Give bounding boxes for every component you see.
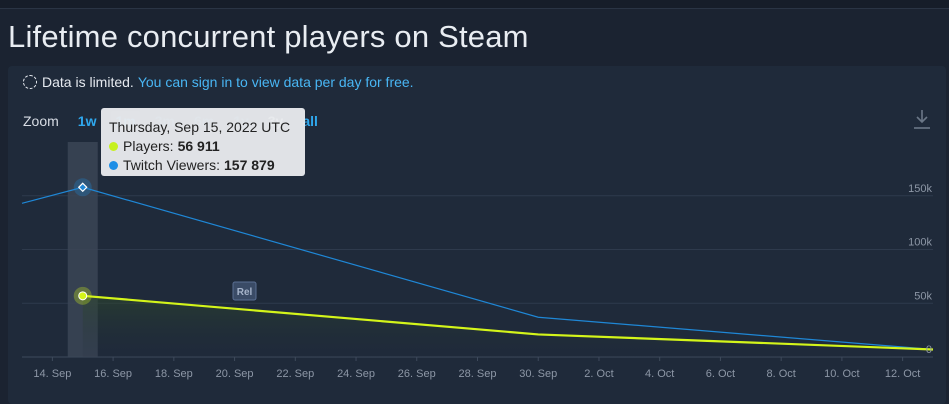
page-title: Lifetime concurrent players on Steam xyxy=(8,19,529,54)
players-line xyxy=(82,294,934,351)
tooltip-row-twitch: Twitch Viewers: 157 879 xyxy=(109,156,297,175)
twitch-point xyxy=(77,182,88,193)
x-tick-label: 20. Sep xyxy=(216,368,254,380)
players-legend-dot xyxy=(109,142,118,151)
x-tick-label: 30. Sep xyxy=(519,368,557,380)
zoom-all-button[interactable]: all xyxy=(302,113,318,129)
x-tick-label: 12. Oct xyxy=(885,368,920,380)
tooltip-date: Thursday, Sep 15, 2022 UTC xyxy=(109,119,291,135)
tooltip-players-value: 56 911 xyxy=(177,138,220,154)
x-tick-label: 22. Sep xyxy=(276,368,314,380)
y-tick-label: 100k xyxy=(908,237,932,249)
x-tick-label: 16. Sep xyxy=(94,368,132,380)
tooltip-players-label: Players: xyxy=(123,138,174,154)
x-tick-label: 10. Oct xyxy=(824,368,859,380)
x-tick-label: 24. Sep xyxy=(337,368,375,380)
x-tick-label: 8. Oct xyxy=(766,368,795,380)
twitch-legend-dot xyxy=(109,161,118,170)
sign-in-link[interactable]: You can sign in to view data per day for… xyxy=(137,74,414,90)
zoom-label: Zoom xyxy=(23,113,59,129)
x-tick-label: 26. Sep xyxy=(398,368,436,380)
x-tick-label: 6. Oct xyxy=(706,368,735,380)
download-icon[interactable] xyxy=(912,108,932,130)
x-tick-label: 4. Oct xyxy=(645,368,674,380)
data-limited-notice: Data is limited. You can sign in to view… xyxy=(23,74,414,90)
players-point xyxy=(78,291,88,301)
x-tick-label: 2. Oct xyxy=(584,368,613,380)
twitch-viewers-line xyxy=(21,186,934,351)
zoom-1w-button[interactable]: 1w xyxy=(77,113,97,129)
notice-text: Data is limited. xyxy=(42,74,134,90)
tooltip-twitch-value: 157 879 xyxy=(224,157,275,173)
x-tick-label: 18. Sep xyxy=(155,368,193,380)
y-tick-label: 150k xyxy=(908,183,932,195)
chart-tooltip: Thursday, Sep 15, 2022 UTC Players: 56 9… xyxy=(101,108,305,176)
release-marker[interactable] xyxy=(232,281,257,301)
x-tick-label: 28. Sep xyxy=(459,368,497,380)
y-tick-label: 50k xyxy=(914,290,932,302)
dashed-circle-icon xyxy=(23,75,37,89)
release-marker-label: Rel xyxy=(237,287,253,298)
players-area xyxy=(82,295,933,357)
tooltip-twitch-label: Twitch Viewers: xyxy=(123,157,220,173)
top-bar xyxy=(0,0,949,9)
y-tick-label: 0 xyxy=(926,344,932,356)
tooltip-row-players: Players: 56 911 xyxy=(109,137,297,156)
x-tick-label: 14. Sep xyxy=(33,368,71,380)
